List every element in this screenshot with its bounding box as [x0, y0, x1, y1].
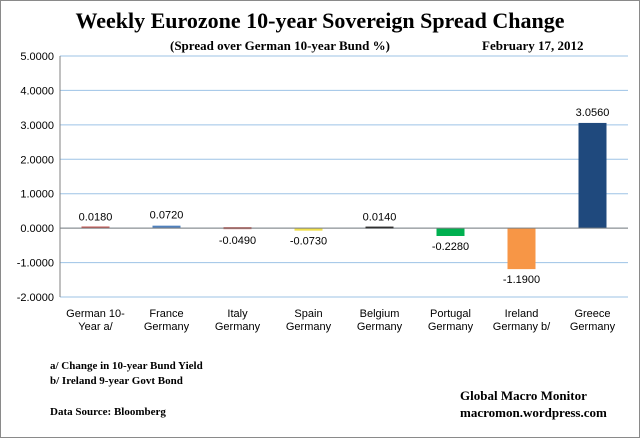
x-tick-label: Germany	[144, 321, 190, 333]
chart-subtitle: (Spread over German 10-year Bund %)	[170, 38, 390, 53]
x-tick-label: Spain	[294, 308, 322, 320]
bar	[436, 228, 465, 236]
y-tick-label: 1.0000	[20, 189, 54, 201]
chart-date: February 17, 2012	[482, 38, 584, 53]
data-label: 3.0560	[576, 107, 610, 119]
chart-title: Weekly Eurozone 10-year Sovereign Spread…	[75, 8, 565, 33]
x-tick-label: Germany	[428, 321, 474, 333]
x-tick-label: Ireland	[505, 308, 539, 320]
brand-name: Global Macro Monitor	[460, 388, 587, 403]
bar	[294, 228, 323, 231]
x-tick-label: Italy	[227, 308, 248, 320]
data-label: -0.0730	[290, 236, 327, 248]
x-tick-label: Germany	[357, 321, 403, 333]
bar	[152, 225, 181, 229]
data-label: -0.0490	[219, 235, 256, 247]
data-label: -1.1900	[503, 274, 540, 286]
x-tick-label: France	[149, 308, 183, 320]
footnote-b: b/ Ireland 9-year Govt Bond	[50, 375, 183, 387]
brand-site: macromon.wordpress.com	[460, 405, 607, 420]
y-tick-label: -2.0000	[17, 292, 54, 304]
x-tick-label: Germany b/	[493, 321, 551, 333]
y-tick-label: 4.0000	[20, 85, 54, 97]
bar	[578, 122, 607, 229]
y-tick-label: 0.0000	[20, 223, 54, 235]
y-tick-label: 5.0000	[20, 51, 54, 63]
data-label: 0.0180	[79, 212, 113, 224]
footnote-a: a/ Change in 10-year Bund Yield	[50, 360, 203, 372]
x-tick-label: German 10-	[66, 308, 125, 320]
bar	[507, 228, 536, 270]
x-tick-label: Greece	[574, 308, 610, 320]
x-tick-label: Germany	[215, 321, 261, 333]
data-source: Data Source: Bloomberg	[50, 406, 166, 418]
data-label: -0.2280	[432, 241, 469, 253]
x-tick-label: Germany	[286, 321, 332, 333]
bar	[81, 226, 110, 229]
data-label: 0.0720	[150, 210, 184, 222]
y-tick-label: 2.0000	[20, 154, 54, 166]
x-tick-label: Belgium	[360, 308, 400, 320]
y-tick-label: 3.0000	[20, 120, 54, 132]
x-tick-label: Germany	[570, 321, 616, 333]
data-label: 0.0140	[363, 212, 397, 224]
x-tick-label: Year a/	[78, 321, 113, 333]
x-tick-label: Portugal	[430, 308, 471, 320]
y-tick-label: -1.0000	[17, 258, 54, 270]
